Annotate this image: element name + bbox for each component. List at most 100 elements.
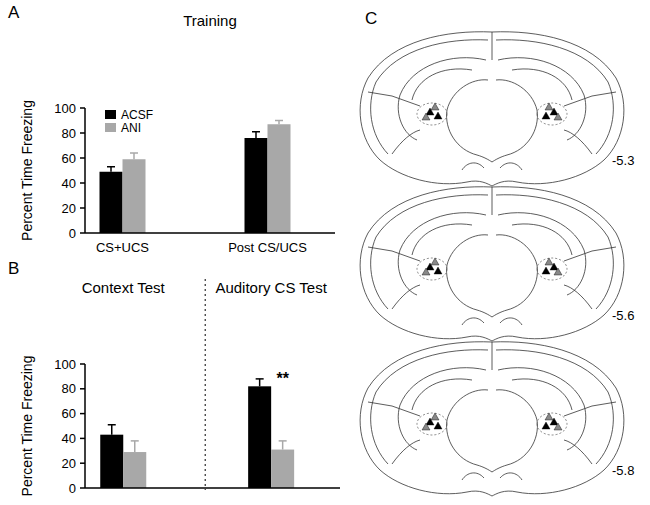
error-line <box>133 153 135 159</box>
y-tick-label: 80 <box>62 381 76 396</box>
outline <box>492 342 624 496</box>
outline <box>368 402 420 416</box>
error-cap <box>256 378 264 380</box>
error-line <box>259 379 261 386</box>
atlas-panel: C -5.3 -5.6 -5.8 <box>360 9 634 496</box>
hemisphere <box>492 32 624 186</box>
panel-label: B <box>8 259 19 278</box>
outline <box>392 130 420 154</box>
outline <box>500 318 522 325</box>
y-tick <box>80 363 85 365</box>
bar <box>123 159 146 233</box>
placement <box>554 268 562 275</box>
y-tick-label: 40 <box>62 431 76 446</box>
bar <box>268 124 291 233</box>
y-axis-label: Percent Time Freezing <box>19 100 35 241</box>
outline <box>462 163 484 170</box>
placement <box>434 422 442 429</box>
chart-panel: ATrainingPercent Time Freezing0204060801… <box>8 3 335 255</box>
bar <box>248 386 271 488</box>
y-tick-label: 20 <box>62 456 76 471</box>
outline <box>492 80 537 162</box>
outline <box>496 195 613 309</box>
bar <box>100 435 123 488</box>
outline <box>398 213 486 295</box>
outline <box>371 40 488 154</box>
placement <box>422 113 430 120</box>
outline <box>412 69 472 100</box>
y-tick <box>80 132 85 134</box>
y-tick-label: 80 <box>62 126 76 141</box>
outline <box>392 285 420 309</box>
placement <box>554 113 562 120</box>
y-tick-label: 60 <box>62 406 76 421</box>
legend-swatch <box>105 110 116 119</box>
outline <box>496 350 613 464</box>
y-tick-label: 100 <box>54 357 76 372</box>
placement <box>545 413 553 420</box>
outline <box>462 473 484 480</box>
placement <box>434 267 442 274</box>
outline <box>360 342 492 496</box>
y-axis <box>84 364 86 488</box>
section-label: -5.3 <box>612 153 634 168</box>
error-bar <box>107 167 115 172</box>
bar <box>245 138 268 233</box>
error-bar <box>130 153 138 159</box>
placement <box>431 258 439 265</box>
annotation: ** <box>276 370 289 387</box>
brain-section: -5.3 <box>360 32 634 186</box>
midline <box>492 187 493 215</box>
y-tick <box>80 413 85 415</box>
y-tick <box>80 107 85 109</box>
amygdala <box>537 413 567 435</box>
outline <box>492 235 537 317</box>
outline <box>564 285 592 309</box>
hemisphere <box>492 342 624 496</box>
outline <box>412 379 472 410</box>
y-tick-label: 60 <box>62 151 76 166</box>
placement <box>422 268 430 275</box>
outline <box>498 368 586 450</box>
error-cap <box>107 166 115 168</box>
error-bar <box>279 441 287 450</box>
y-axis-label: Percent Time Freezing <box>19 356 35 497</box>
y-tick <box>80 232 85 234</box>
outline <box>498 58 586 140</box>
y-tick <box>80 487 85 489</box>
panel-label: C <box>365 9 377 28</box>
error-cap <box>252 131 260 133</box>
figure: ATrainingPercent Time Freezing0204060801… <box>0 0 650 505</box>
outline <box>492 32 624 186</box>
placement <box>545 258 553 265</box>
outline <box>398 58 486 140</box>
error-cap <box>279 440 287 442</box>
panel-label: A <box>8 3 20 22</box>
outline <box>564 440 592 464</box>
error-cap <box>130 152 138 154</box>
bar <box>100 172 123 233</box>
brain-section: -5.8 <box>360 342 634 496</box>
brain-section: -5.6 <box>360 187 634 341</box>
outline <box>392 440 420 464</box>
placement <box>431 413 439 420</box>
error-bar <box>252 132 260 138</box>
y-tick <box>80 207 85 209</box>
category-label: CS+UCS <box>96 240 149 255</box>
outline <box>512 69 572 100</box>
placement <box>431 103 439 110</box>
placement <box>554 423 562 430</box>
error-line <box>255 132 257 138</box>
error-cap <box>275 120 283 122</box>
legend-swatch <box>105 123 116 132</box>
category-label: Context Test <box>82 279 166 296</box>
outline <box>412 224 472 255</box>
outline <box>447 235 492 317</box>
outline <box>564 130 592 154</box>
x-axis <box>85 487 340 489</box>
outline <box>496 40 613 154</box>
error-bar <box>131 441 139 452</box>
section-label: -5.6 <box>612 308 634 323</box>
y-tick <box>80 462 85 464</box>
outline <box>371 350 488 464</box>
